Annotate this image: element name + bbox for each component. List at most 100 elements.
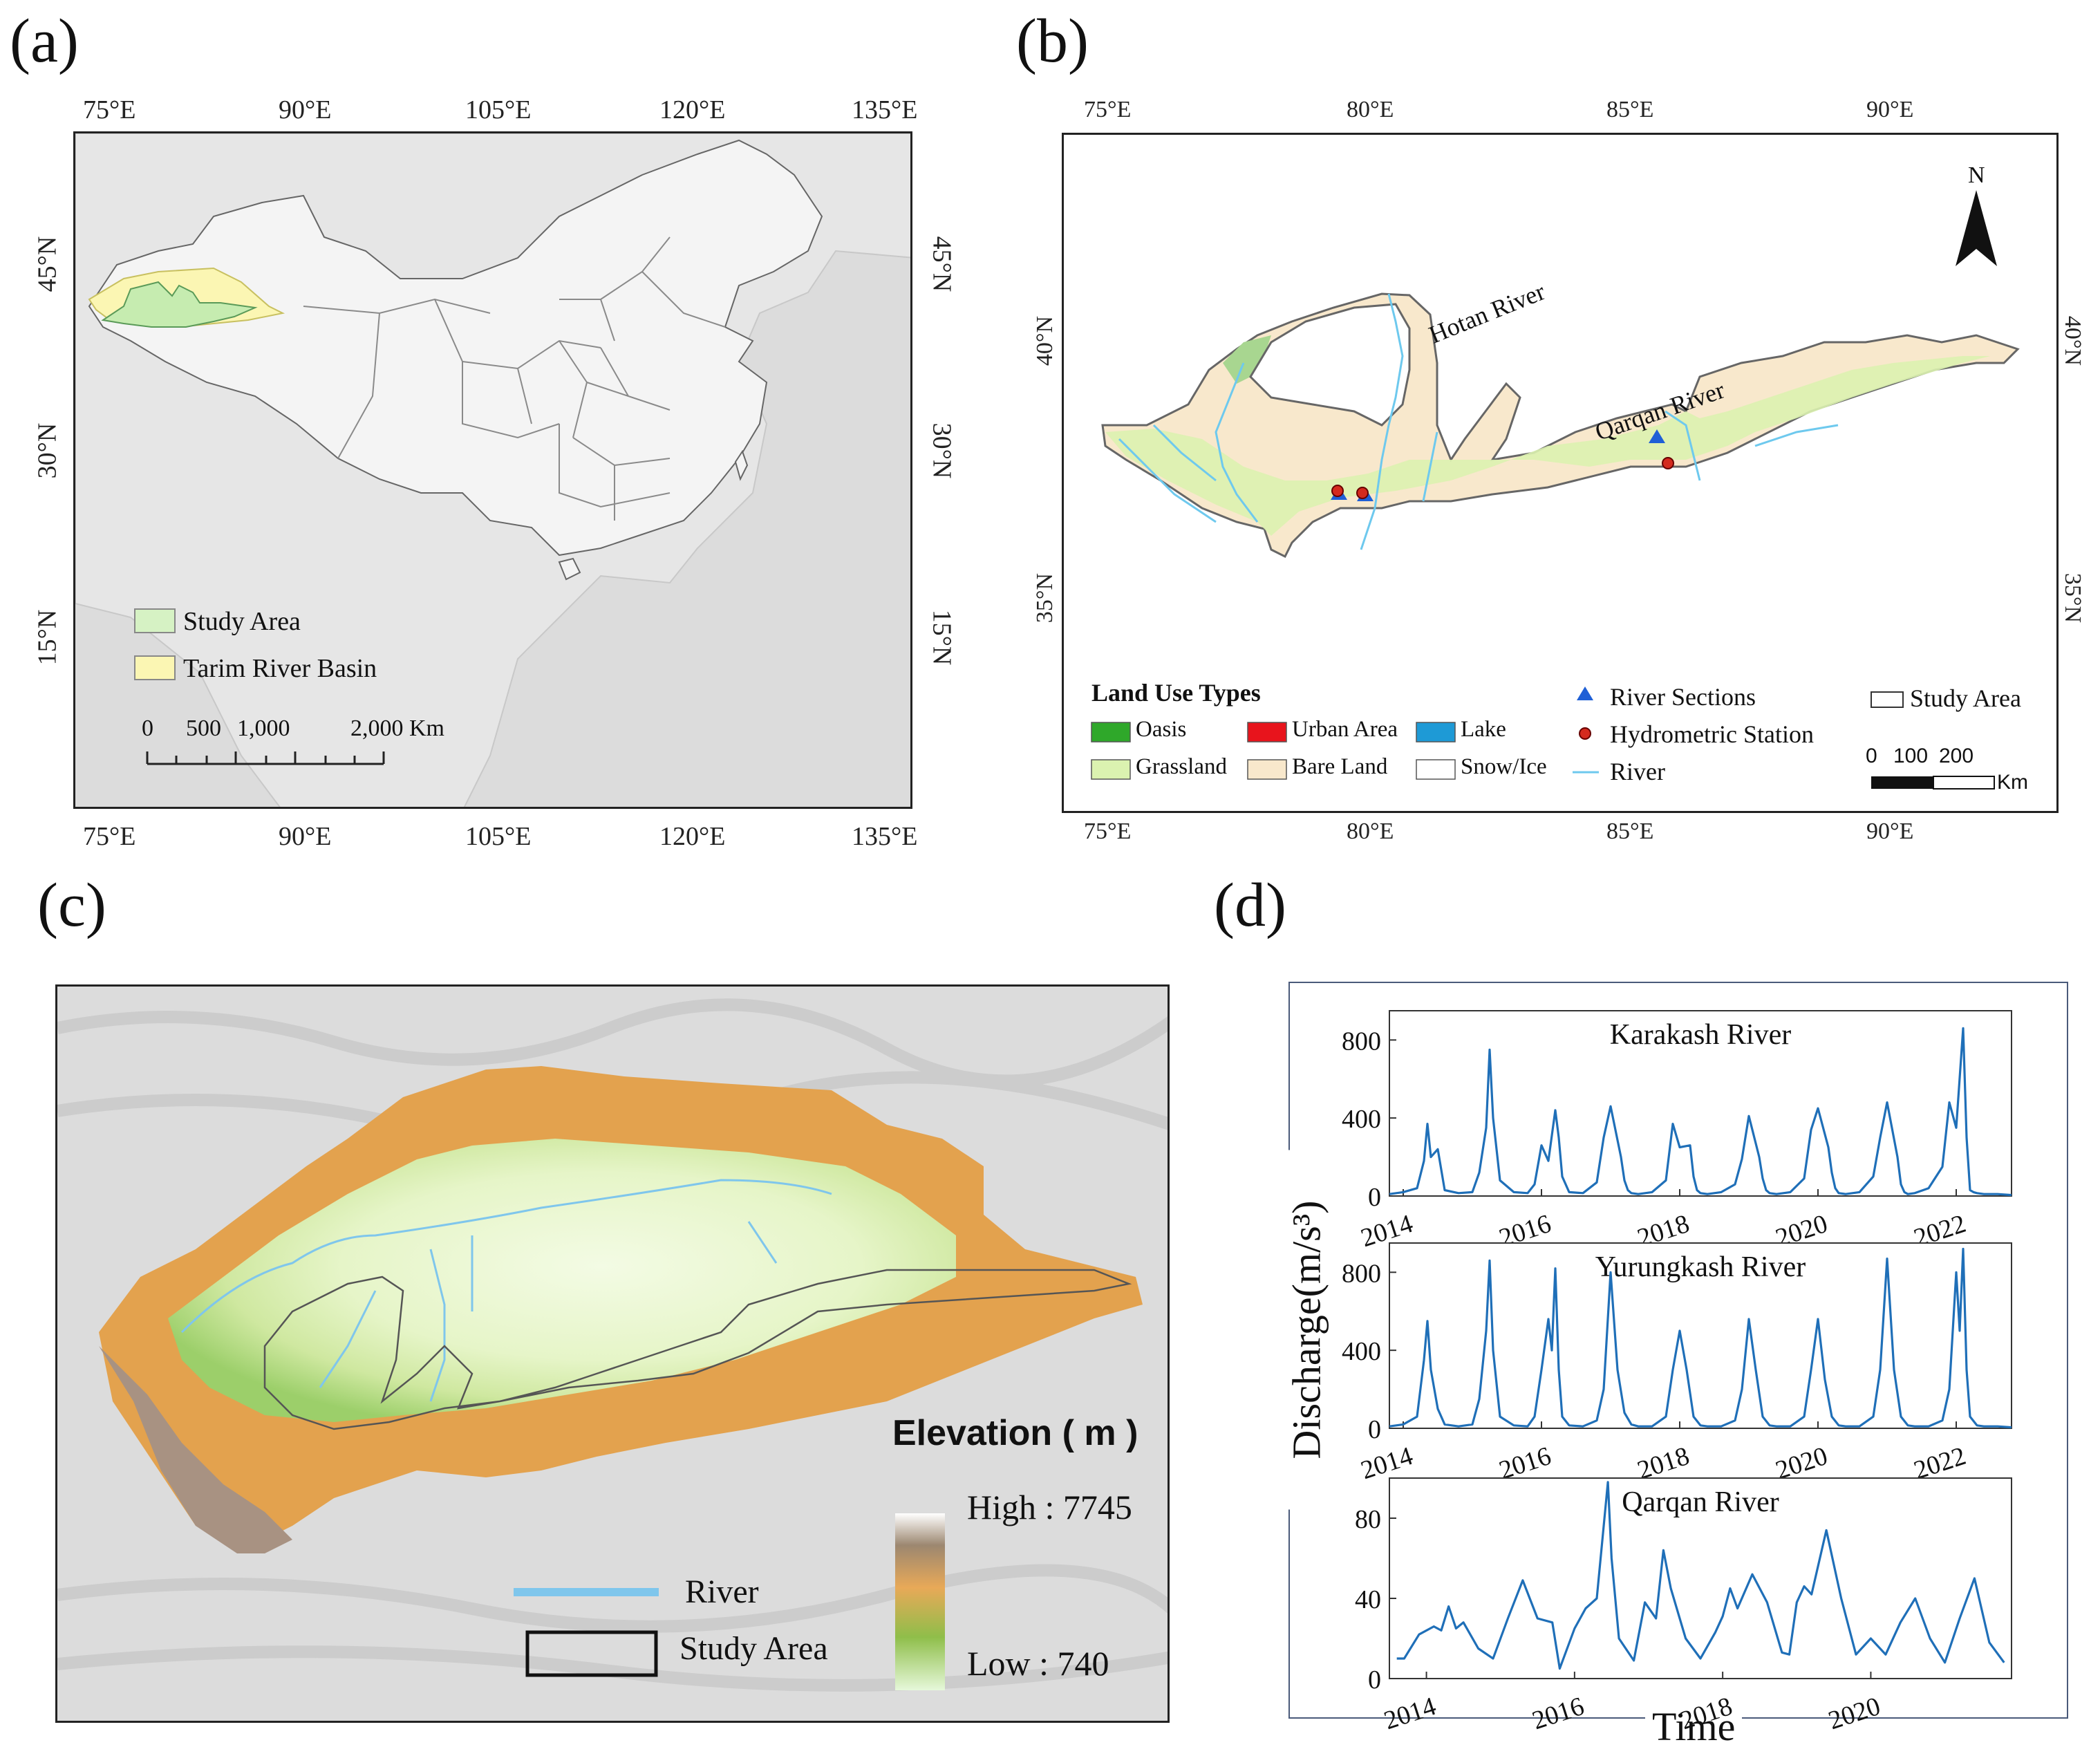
north-label: N (1968, 162, 1985, 188)
scalebar-label: 200 (1939, 745, 1974, 767)
chart-title: Karakash River (1610, 1019, 1791, 1051)
legend-label-river: River (1610, 758, 1665, 785)
scalebar-label: 100 (1893, 745, 1929, 767)
legend-tarim-label: Tarim River Basin (183, 654, 377, 683)
panel-a-lon-tick-top: 135°E (852, 95, 918, 124)
panel-a-lon-tick-bottom: 75°E (83, 822, 136, 851)
legend-label-urban: Urban Area (1292, 717, 1398, 742)
panel-a-lon-tick-bottom: 135°E (852, 822, 918, 851)
hydrometric-station-marker (1662, 457, 1674, 469)
legend-swatch-oasis (1091, 722, 1131, 742)
x-tick-label: 2018 (1677, 1692, 1736, 1735)
panel-b-lon-tick-bottom: 85°E (1606, 819, 1654, 844)
panel-b-map: N Hotan River Qarqan River Land Use Type… (1062, 133, 2059, 813)
panel-b-lat-tick-right: 35°N (2060, 572, 2086, 624)
high-peaks (99, 1346, 292, 1553)
legend-swatch-lake (1416, 722, 1456, 742)
legend-study-area-label: Study Area (183, 607, 301, 636)
scalebar-label: 500 (186, 716, 221, 741)
legend-study-area-icon (1871, 691, 1904, 708)
elevation-map-svg (57, 998, 1168, 1692)
panel-a-lat-tick-right: 30°N (927, 422, 957, 479)
panel-d-xlabel: Time (1645, 1703, 1743, 1750)
north-arrow (1956, 190, 1997, 266)
panel-a-lon-tick-top: 120°E (659, 95, 726, 124)
panel-a-lat-tick-left: 45°N (32, 236, 62, 292)
legend-label-hydrometric: Hydrometric Station (1610, 720, 1814, 748)
legend-label-oasis: Oasis (1136, 717, 1187, 742)
panel-b-label: (b) (1016, 7, 1089, 75)
panel-b-lon-tick-top: 80°E (1347, 97, 1394, 122)
scalebar-black (1871, 776, 1933, 789)
panel-b-lon-tick-top: 90°E (1866, 97, 1914, 122)
legend-swatch-bare-land (1247, 759, 1287, 780)
y-tick-label: 400 (1342, 1105, 1381, 1134)
chart-title: Qarqan River (1622, 1486, 1779, 1518)
series-line (1389, 1247, 2012, 1429)
legend-label-grassland: Grassland (1136, 754, 1227, 779)
legend-swatch-urban (1247, 722, 1287, 742)
hydrometric-station-marker (1331, 485, 1344, 497)
legend-study-area-label: Study Area (679, 1630, 828, 1667)
study-area-outline (263, 1269, 1132, 1430)
panel-c-label: (c) (37, 871, 106, 940)
panel-c-map: Elevation ( m ) High : 7745 Low : 740 Ri… (55, 984, 1170, 1723)
legend-river-section-icon (1577, 686, 1593, 700)
panel-b-lat-tick-left: 40°N (1032, 315, 1058, 366)
river-section-marker (1649, 429, 1665, 443)
y-tick-label: 40 (1355, 1585, 1381, 1614)
panel-a-lon-tick-bottom: 120°E (659, 822, 726, 851)
panel-b-lon-tick-bottom: 90°E (1866, 819, 1914, 844)
panel-b-lon-tick-bottom: 75°E (1084, 819, 1132, 844)
grassland-zone (1105, 356, 1990, 536)
legend-swatch-grassland (1091, 759, 1131, 780)
series-line (1396, 1481, 2005, 1670)
legend-study-area-icon (525, 1630, 658, 1677)
panel-b-lat-tick-right: 40°N (2060, 315, 2086, 366)
panel-b-lon-tick-bottom: 80°E (1347, 819, 1394, 844)
elevation-title: Elevation ( m ) (892, 1413, 1138, 1453)
panel-a-lon-tick-bottom: 105°E (465, 822, 532, 851)
x-tick-label: 2020 (1825, 1692, 1884, 1735)
legend-label-bare-land: Bare Land (1292, 754, 1388, 779)
scalebar-label: 2,000 Km (350, 716, 444, 741)
panel-a-lat-tick-left: 30°N (32, 422, 62, 479)
china-shape (88, 139, 823, 557)
legend-tarim-swatch (134, 655, 176, 680)
panel-d-label: (d) (1214, 871, 1286, 940)
study-area-polygon (1101, 292, 2020, 559)
panel-a-lon-tick-top: 105°E (465, 95, 532, 124)
series-line (1389, 1027, 2012, 1197)
scalebar-label: 0 (1866, 745, 1877, 767)
elevation-ramp (895, 1513, 945, 1690)
taiwan-shape (734, 449, 749, 481)
panel-b-lat-tick-left: 35°N (1032, 572, 1058, 624)
y-tick-label: 0 (1368, 1665, 1381, 1694)
elevation-high-label: High : 7745 (967, 1488, 1132, 1526)
legend-river-label: River (685, 1573, 759, 1610)
panel-b-lon-tick-top: 85°E (1606, 97, 1654, 122)
scalebar-white (1933, 776, 1995, 790)
panel-a-lon-tick-top: 90°E (279, 95, 332, 124)
scalebar-label: 1,000 (237, 716, 290, 741)
y-tick-label: 800 (1342, 1259, 1381, 1288)
chart-qarqan: Qarqan River 0 40 80 2014 2016 2018 2020 (1355, 1477, 2012, 1735)
grassland-zone-north (1223, 335, 1271, 384)
legend-label-river-sections: River Sections (1610, 683, 1756, 711)
panel-a-lat-tick-left: 15°N (32, 609, 62, 666)
basin-floor (168, 1139, 956, 1422)
legend-title: Land Use Types (1091, 679, 1261, 707)
study-area-shape (101, 281, 258, 328)
panel-a-lat-tick-right: 15°N (927, 609, 957, 666)
y-tick-label: 80 (1355, 1505, 1381, 1534)
scalebar-label: 0 (142, 716, 153, 741)
river-lines (180, 1179, 832, 1402)
desert-inner-edge (1249, 303, 1411, 427)
river-lines (1118, 293, 1839, 550)
legend-label-study-area: Study Area (1910, 684, 2021, 712)
legend-swatch-snow (1416, 759, 1456, 780)
x-tick-label: 2016 (1529, 1692, 1588, 1735)
